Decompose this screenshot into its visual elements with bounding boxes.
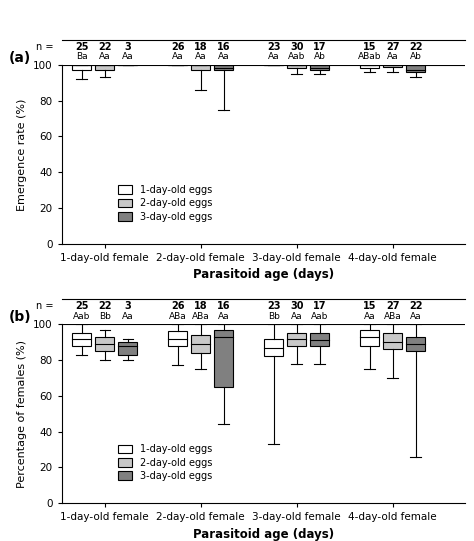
Text: Aa: Aa — [122, 52, 134, 61]
Text: (a): (a) — [9, 51, 31, 65]
Text: ABa: ABa — [169, 312, 187, 321]
Text: Aa: Aa — [364, 312, 375, 321]
Text: Aa: Aa — [195, 52, 207, 61]
Text: 16: 16 — [217, 301, 230, 312]
Bar — [191, 65, 210, 70]
Bar — [168, 332, 187, 346]
Text: Aa: Aa — [218, 312, 229, 321]
Text: n =: n = — [36, 301, 54, 312]
Bar — [264, 339, 283, 357]
Text: 22: 22 — [409, 301, 422, 312]
Bar — [310, 333, 329, 346]
Text: 26: 26 — [171, 301, 184, 312]
Text: Ab: Ab — [314, 52, 326, 61]
Text: Aab: Aab — [73, 312, 91, 321]
Bar — [383, 333, 402, 349]
Bar — [214, 329, 233, 387]
Text: 17: 17 — [313, 42, 327, 52]
Text: ABa: ABa — [192, 312, 210, 321]
Text: Aa: Aa — [218, 52, 229, 61]
Text: Bb: Bb — [99, 312, 111, 321]
Bar — [214, 65, 233, 70]
Text: 30: 30 — [290, 42, 303, 52]
Text: Aa: Aa — [99, 52, 110, 61]
Bar — [72, 333, 91, 346]
Bar — [406, 65, 425, 72]
Bar — [310, 65, 329, 70]
Text: Aab: Aab — [311, 312, 328, 321]
Text: 3: 3 — [125, 301, 131, 312]
Text: Aa: Aa — [410, 312, 421, 321]
Text: 22: 22 — [98, 42, 111, 52]
Text: ABa: ABa — [383, 312, 401, 321]
X-axis label: Parasitoid age (days): Parasitoid age (days) — [192, 268, 334, 281]
Text: ABab: ABab — [358, 52, 381, 61]
Legend: 1-day-old eggs, 2-day-old eggs, 3-day-old eggs: 1-day-old eggs, 2-day-old eggs, 3-day-ol… — [115, 182, 215, 225]
Text: 27: 27 — [386, 42, 399, 52]
Text: 23: 23 — [267, 301, 281, 312]
Legend: 1-day-old eggs, 2-day-old eggs, 3-day-old eggs: 1-day-old eggs, 2-day-old eggs, 3-day-ol… — [115, 441, 215, 484]
Bar — [287, 333, 306, 346]
Text: 15: 15 — [363, 42, 376, 52]
Text: 27: 27 — [386, 301, 399, 312]
Text: Aa: Aa — [291, 312, 302, 321]
Text: 25: 25 — [75, 42, 89, 52]
X-axis label: Parasitoid age (days): Parasitoid age (days) — [192, 527, 334, 540]
Bar — [406, 337, 425, 351]
Text: Bb: Bb — [268, 312, 280, 321]
Text: Aa: Aa — [387, 52, 398, 61]
Bar — [191, 335, 210, 353]
Text: Aa: Aa — [268, 52, 280, 61]
Text: Ab: Ab — [410, 52, 421, 61]
Y-axis label: Percentage of females (%): Percentage of females (%) — [18, 340, 27, 487]
Bar — [287, 65, 306, 69]
Text: (b): (b) — [9, 311, 32, 324]
Text: n =: n = — [36, 42, 54, 52]
Y-axis label: Emergence rate (%): Emergence rate (%) — [18, 98, 27, 210]
Bar — [383, 65, 402, 67]
Text: Aab: Aab — [288, 52, 305, 61]
Text: Aa: Aa — [172, 52, 183, 61]
Text: 18: 18 — [194, 301, 208, 312]
Bar — [360, 329, 379, 346]
Bar — [118, 342, 137, 355]
Text: 22: 22 — [98, 301, 111, 312]
Text: 15: 15 — [363, 301, 376, 312]
Text: 30: 30 — [290, 301, 303, 312]
Text: 18: 18 — [194, 42, 208, 52]
Text: 17: 17 — [313, 301, 327, 312]
Text: 26: 26 — [171, 42, 184, 52]
Bar — [95, 65, 114, 70]
Text: 22: 22 — [409, 42, 422, 52]
Text: 3: 3 — [125, 42, 131, 52]
Text: 23: 23 — [267, 42, 281, 52]
Text: Ba: Ba — [76, 52, 88, 61]
Text: Aa: Aa — [122, 312, 134, 321]
Text: 25: 25 — [75, 301, 89, 312]
Bar — [95, 337, 114, 351]
Text: 16: 16 — [217, 42, 230, 52]
Bar — [72, 65, 91, 70]
Bar — [360, 65, 379, 69]
